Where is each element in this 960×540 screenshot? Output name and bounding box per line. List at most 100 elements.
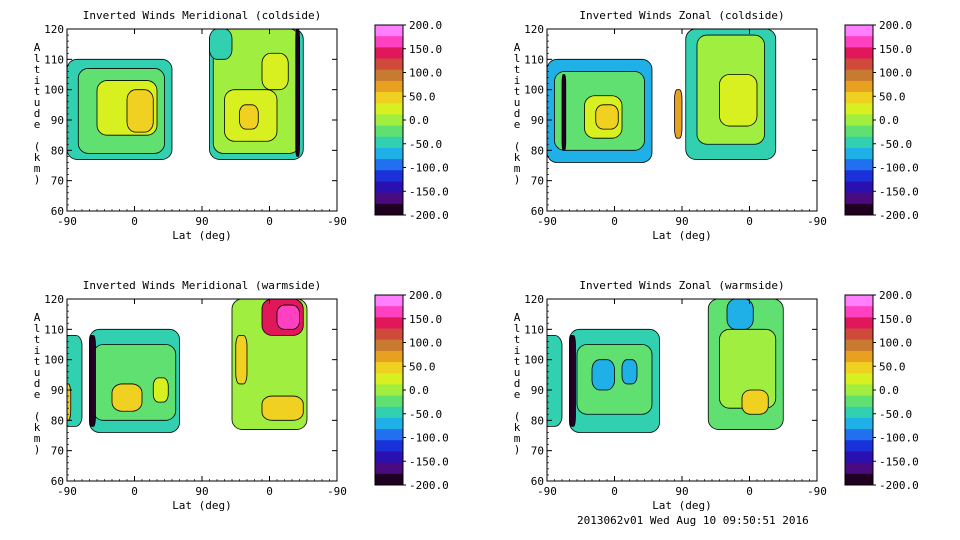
- colorbar-label: 0.0: [409, 384, 429, 397]
- colorbar-segment: [845, 350, 873, 363]
- colorbar-segment: [845, 395, 873, 408]
- x-tick-label: -90: [57, 215, 77, 228]
- panel-3: Inverted Winds Meridional (warmside) -90 0…: [34, 279, 449, 512]
- colorbar-segment: [375, 58, 403, 71]
- y-tick-label: 80: [51, 144, 64, 157]
- panel-4: Inverted Winds Zonal (warmside) -90 0 90 0 -9…: [514, 279, 919, 512]
- colorbar-segment: [375, 317, 403, 330]
- x-axis-label: Lat (deg): [172, 229, 232, 242]
- x-tick-label: 0: [266, 215, 273, 228]
- colorbar-segment: [375, 25, 403, 37]
- panel-title: Inverted Winds Meridional (warmside): [83, 279, 321, 292]
- colorbar-label: 50.0: [879, 90, 906, 103]
- colorbar-label: 200.0: [879, 289, 912, 302]
- colorbar-segment: [845, 429, 873, 441]
- panel-1: Inverted Winds Meridional (coldside) -90 0…: [34, 9, 449, 242]
- colorbar-label: 150.0: [409, 313, 442, 326]
- colorbar-label: -150.0: [409, 185, 449, 198]
- colorbar-segment: [845, 339, 873, 352]
- colorbar-segment: [845, 203, 873, 216]
- y-tick-label: 70: [51, 175, 64, 188]
- colorbar-segment: [375, 406, 403, 419]
- colorbar-segment: [375, 440, 403, 452]
- y-tick-label: 70: [51, 445, 64, 458]
- colorbar-segment: [375, 114, 403, 127]
- colorbar-label: 0.0: [409, 114, 429, 127]
- colorbar-segment: [845, 58, 873, 71]
- x-tick-label: 90: [675, 485, 688, 498]
- x-axis-label: Lat (deg): [652, 229, 712, 242]
- colorbar-segment: [845, 440, 873, 452]
- x-tick-label: 0: [266, 485, 273, 498]
- colorbar-segment: [845, 125, 873, 138]
- y-tick-label: 120: [44, 293, 64, 306]
- colorbar-label: 100.0: [879, 337, 912, 350]
- colorbar-segment: [375, 451, 403, 464]
- colorbar-segment: [375, 339, 403, 352]
- colorbar-segment: [845, 25, 873, 37]
- panel-title: Inverted Winds Meridional (coldside): [83, 9, 321, 22]
- colorbar-segment: [375, 462, 403, 475]
- x-tick-label: -90: [807, 215, 827, 228]
- contour-region: [741, 389, 769, 415]
- colorbar-label: -50.0: [879, 408, 912, 421]
- colorbar-segment: [845, 451, 873, 464]
- colorbar-segment: [845, 147, 873, 160]
- x-tick-label: -90: [57, 485, 77, 498]
- colorbar-segment: [375, 159, 403, 171]
- colorbar-segment: [375, 47, 403, 60]
- contour-region: [547, 335, 563, 427]
- contour-region: [235, 334, 248, 385]
- colorbar-segment: [375, 125, 403, 138]
- colorbar: 200.0 150.0 100.0 50.0 0.0 -50.0 -100.0 -150.0 -…: [844, 289, 919, 492]
- contour-region: [621, 359, 638, 385]
- colorbar-segment: [845, 47, 873, 60]
- contour-region: [89, 334, 96, 427]
- y-tick-label: 80: [531, 414, 544, 427]
- colorbar-label: -200.0: [409, 209, 449, 222]
- colorbar-segment: [375, 395, 403, 408]
- colorbar-segment: [375, 69, 403, 82]
- colorbar-segment: [845, 36, 873, 48]
- colorbar-segment: [375, 80, 403, 93]
- colorbar-segment: [375, 181, 403, 194]
- colorbar-label: 50.0: [879, 360, 906, 373]
- x-tick-label: -90: [327, 485, 347, 498]
- x-tick-label: 0: [131, 485, 138, 498]
- colorbar-segment: [375, 92, 403, 104]
- colorbar-label: -150.0: [409, 455, 449, 468]
- y-tick-label: 100: [44, 84, 64, 97]
- colorbar-segment: [375, 170, 403, 182]
- colorbar-segment: [845, 159, 873, 171]
- x-tick-label: 0: [746, 215, 753, 228]
- x-tick-label: -90: [537, 215, 557, 228]
- y-tick-label: 70: [531, 445, 544, 458]
- colorbar-segment: [375, 473, 403, 486]
- colorbar-label: 150.0: [879, 313, 912, 326]
- colorbar-label: 200.0: [879, 19, 912, 32]
- colorbar-segment: [375, 36, 403, 48]
- colorbar: 200.0 150.0 100.0 50.0 0.0 -50.0 -100.0 -150.0 -…: [374, 19, 449, 222]
- colorbar-segment: [845, 462, 873, 475]
- contour-region: [726, 299, 754, 330]
- colorbar-segment: [845, 417, 873, 430]
- colorbar-segment: [845, 114, 873, 127]
- y-tick-label: 60: [51, 475, 64, 488]
- y-tick-label: 120: [44, 23, 64, 36]
- colorbar-segment: [845, 103, 873, 115]
- colorbar-segment: [845, 473, 873, 486]
- x-tick-label: -90: [327, 215, 347, 228]
- colorbar-segment: [375, 384, 403, 397]
- colorbar-label: 50.0: [409, 90, 436, 103]
- colorbar-segment: [375, 147, 403, 160]
- panel-2: Inverted Winds Zonal (coldside) -90 0 90 0 -9…: [514, 9, 919, 242]
- colorbar-label: 0.0: [879, 384, 899, 397]
- x-tick-label: -90: [807, 485, 827, 498]
- y-tick-label: 60: [51, 205, 64, 218]
- contour-region: [111, 383, 143, 412]
- colorbar-label: 200.0: [409, 289, 442, 302]
- colorbar-label: -50.0: [409, 408, 442, 421]
